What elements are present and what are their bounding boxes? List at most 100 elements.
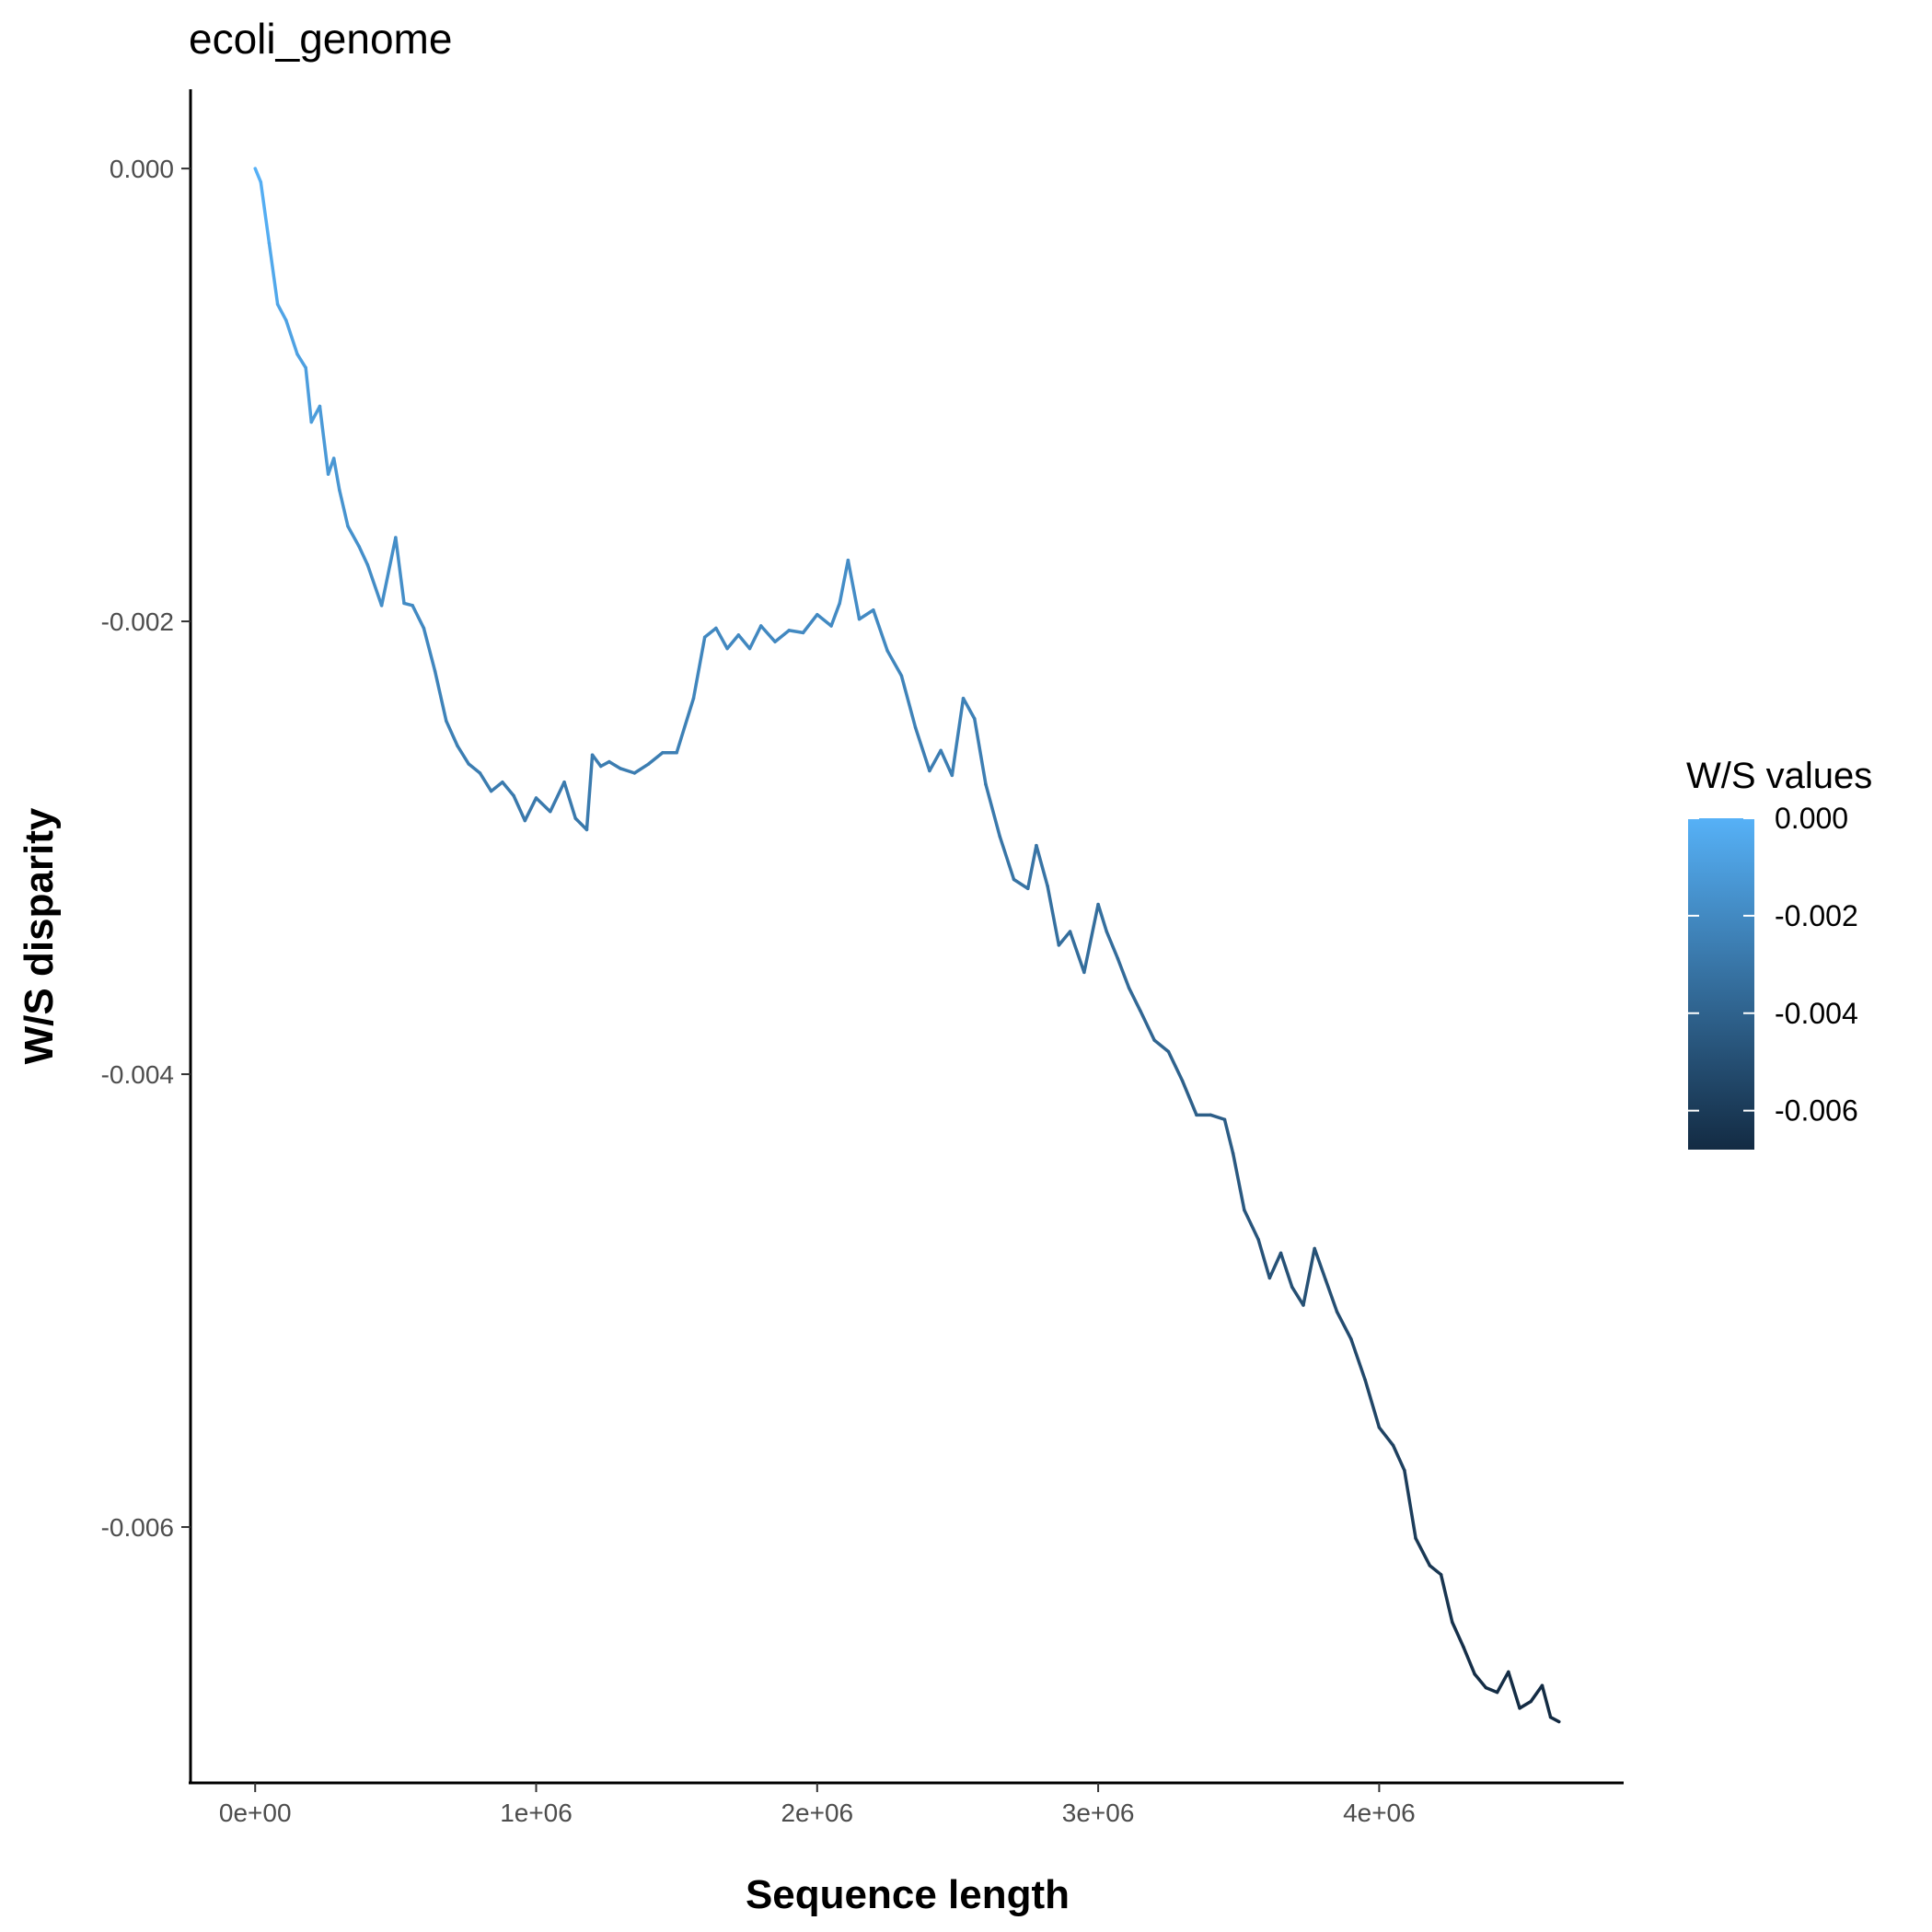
series-segment: [1127, 986, 1142, 1012]
series-segment: [773, 629, 792, 643]
series-segment: [1222, 1117, 1235, 1155]
series-segment: [512, 793, 527, 823]
series-segment: [1105, 930, 1120, 961]
series-segment: [394, 536, 406, 606]
legend-label: 0.000: [1775, 802, 1848, 835]
series-layer: [253, 167, 1561, 1724]
series-segment: [787, 629, 805, 635]
series-segment: [838, 558, 850, 606]
series-segment: [523, 796, 538, 823]
series-segment: [1152, 1038, 1171, 1054]
series-segment: [433, 669, 448, 723]
series-segment: [1096, 902, 1109, 933]
series-segment: [1012, 877, 1030, 891]
x-tick-label: 3e+06: [1062, 1799, 1135, 1827]
series-segment: [456, 744, 470, 766]
series-segment: [304, 365, 314, 424]
series-segment: [584, 753, 595, 832]
series-segment: [702, 626, 718, 640]
series-segment: [1451, 1620, 1465, 1649]
series-segment: [1026, 843, 1038, 891]
series-segment: [872, 608, 889, 653]
series-segment: [1518, 1699, 1533, 1710]
x-tick-label: 0e+00: [219, 1799, 292, 1827]
series-segment: [1082, 902, 1100, 975]
series-segment: [365, 562, 384, 607]
y-axis-title: W/S disparity: [17, 807, 62, 1064]
series-segment: [1349, 1337, 1367, 1382]
series-segment: [1540, 1683, 1553, 1719]
series-segment: [411, 604, 426, 631]
series-segment: [1035, 843, 1049, 888]
series-segment: [1180, 1079, 1198, 1117]
series-segment: [1209, 1113, 1227, 1122]
legend-ticks: 0.000 -0.002 -0.004 -0.006: [1688, 802, 1858, 1128]
series-segment: [284, 318, 299, 356]
legend: W/S values 0.000 -0.002 -0.004 -0.006: [1686, 756, 1872, 1150]
series-segment: [1046, 885, 1061, 947]
series-segment: [331, 457, 341, 492]
x-tick-label: 1e+06: [500, 1799, 573, 1827]
series-segment: [1313, 1246, 1328, 1282]
y-tick-label: -0.006: [101, 1513, 174, 1542]
series-segment: [691, 635, 707, 700]
series-line: [253, 167, 1561, 1724]
series-segment: [1068, 930, 1086, 975]
series-segment: [1363, 1378, 1382, 1429]
x-tick-label: 2e+06: [781, 1799, 853, 1827]
series-segment: [928, 748, 943, 773]
series-segment: [857, 608, 875, 621]
series-segment: [1057, 930, 1072, 947]
series-segment: [1301, 1246, 1316, 1307]
series-segment: [1462, 1645, 1476, 1676]
series-segment: [467, 762, 482, 775]
x-axis-title: Sequence length: [746, 1872, 1070, 1917]
series-segment: [725, 633, 741, 651]
legend-label: -0.006: [1775, 1094, 1858, 1128]
series-segment: [736, 633, 752, 651]
series-segment: [1414, 1536, 1432, 1568]
series-segment: [267, 241, 280, 307]
series-segment: [998, 835, 1016, 882]
series-segment: [939, 748, 954, 778]
series-segment: [1166, 1049, 1185, 1083]
series-segment: [253, 167, 263, 184]
legend-label: -0.002: [1775, 899, 1858, 932]
series-segment: [899, 674, 918, 730]
series-segment: [1439, 1572, 1454, 1625]
series-segment: [1243, 1208, 1260, 1242]
series-segment: [973, 717, 988, 786]
series-segment: [1428, 1564, 1443, 1577]
series-segment: [295, 353, 307, 370]
y-tick-label: -0.004: [101, 1060, 174, 1089]
legend-title: W/S values: [1686, 756, 1872, 796]
series-segment: [1377, 1426, 1395, 1448]
series-segment: [1256, 1237, 1272, 1280]
series-segment: [562, 780, 578, 820]
series-segment: [549, 780, 566, 814]
series-segment: [829, 601, 841, 628]
series-segment: [1473, 1672, 1488, 1690]
series-segment: [885, 649, 904, 677]
series-segment: [534, 796, 552, 814]
series-segment: [1290, 1285, 1305, 1307]
series-segment: [346, 525, 361, 549]
series-segment: [846, 558, 862, 621]
series-segment: [1324, 1278, 1339, 1314]
series-segment: [1278, 1251, 1294, 1290]
series-segment: [961, 696, 977, 721]
series-segment: [318, 404, 330, 476]
y-tick-label: -0.002: [101, 607, 174, 636]
series-segment: [489, 780, 504, 793]
series-segment: [1495, 1670, 1510, 1695]
series-segment: [801, 612, 819, 635]
series-segment: [275, 302, 288, 322]
series-segment: [1231, 1151, 1246, 1212]
series-segment: [1335, 1310, 1353, 1341]
series-segment: [816, 612, 833, 628]
series-segment: [422, 626, 437, 673]
series-segment: [1507, 1670, 1521, 1710]
series-segment: [501, 780, 515, 798]
series-segment: [1116, 956, 1131, 990]
